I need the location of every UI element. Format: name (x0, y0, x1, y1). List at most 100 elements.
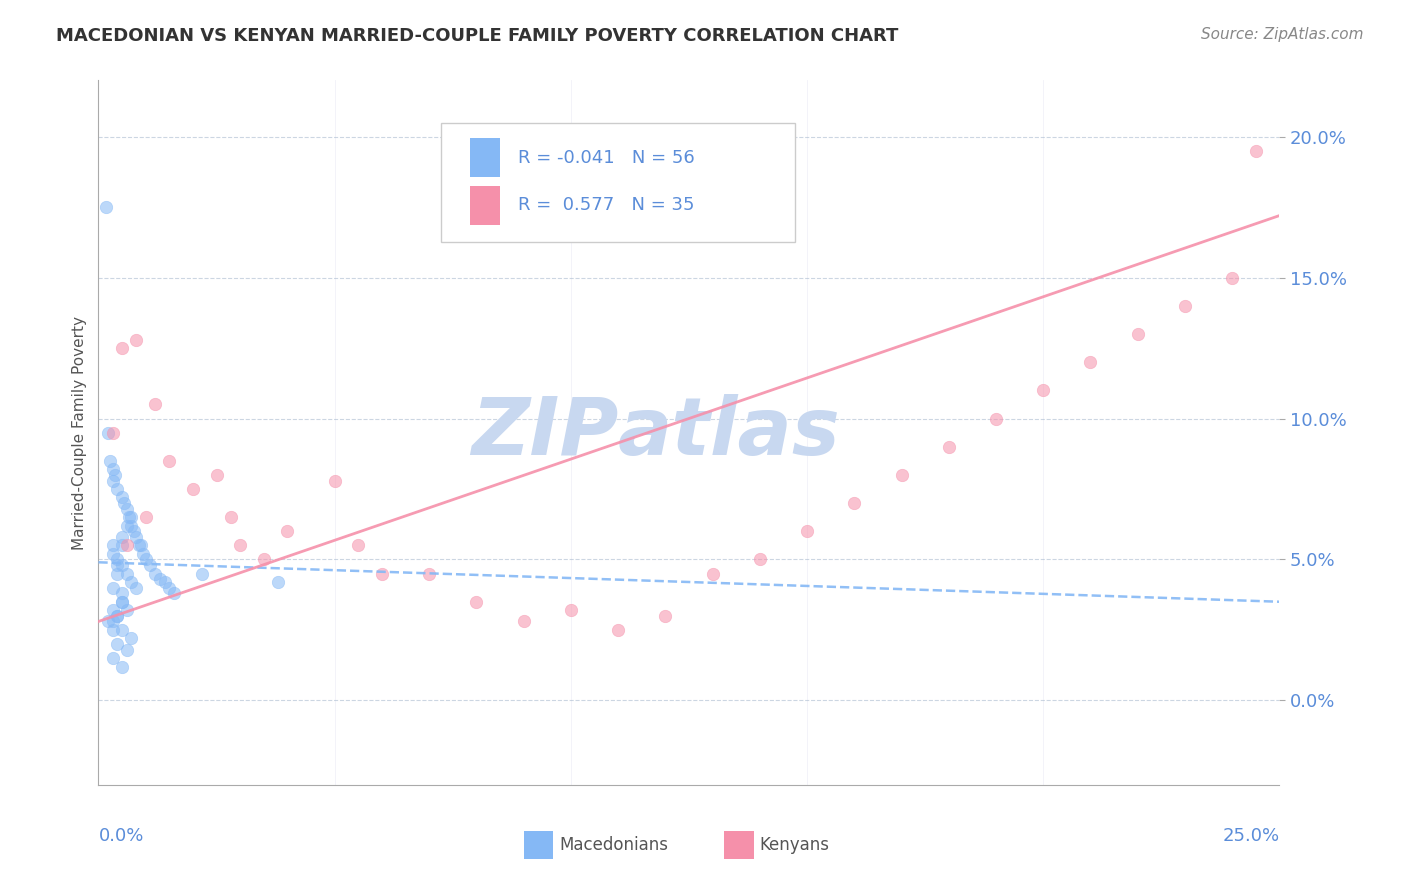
Point (115, 518, 138, 533)
Point (143, 566, 166, 581)
Point (181, 482, 204, 496)
Point (153, 574, 176, 589)
Point (101, 538, 124, 552)
FancyBboxPatch shape (441, 122, 796, 243)
Bar (724, 830, 754, 859)
Point (105, 482, 128, 496)
Point (938, 440, 960, 454)
Point (844, 496, 866, 510)
Point (157, 581, 180, 595)
Point (101, 615, 124, 629)
Point (121, 632, 143, 646)
Point (111, 659, 134, 673)
Point (111, 558, 134, 573)
Point (129, 538, 152, 552)
Point (111, 623, 134, 637)
Point (143, 397, 166, 411)
Point (132, 547, 155, 561)
Point (371, 566, 394, 581)
Point (111, 491, 134, 505)
Bar (471, 138, 501, 178)
Point (101, 462, 124, 476)
Point (111, 530, 134, 544)
Text: R = -0.041   N = 56: R = -0.041 N = 56 (517, 149, 695, 167)
Point (121, 574, 143, 589)
Point (1244, 144, 1267, 158)
Point (121, 510, 143, 524)
Point (163, 586, 186, 600)
Point (105, 637, 128, 651)
Point (191, 566, 214, 581)
Bar (471, 186, 501, 225)
Point (1220, 270, 1243, 285)
Text: ZIP: ZIP (471, 393, 619, 472)
Text: Macedonians: Macedonians (560, 836, 668, 854)
Point (115, 538, 138, 552)
Point (125, 581, 148, 595)
Point (205, 467, 228, 482)
Point (101, 581, 124, 595)
Point (111, 595, 134, 609)
Point (267, 574, 290, 589)
Point (94, 200, 117, 214)
Point (101, 425, 124, 440)
Point (560, 603, 582, 617)
Point (149, 572, 172, 586)
Point (97, 615, 120, 629)
Point (104, 467, 127, 482)
Point (105, 608, 128, 623)
Point (115, 603, 138, 617)
Text: R =  0.577   N = 35: R = 0.577 N = 35 (517, 196, 695, 214)
Point (654, 608, 676, 623)
Point (125, 333, 148, 347)
Point (101, 474, 124, 488)
Y-axis label: Married-Couple Family Poverty: Married-Couple Family Poverty (72, 316, 87, 549)
Point (105, 608, 128, 623)
Point (112, 496, 135, 510)
Point (115, 566, 138, 581)
Text: MACEDONIAN VS KENYAN MARRIED-COUPLE FAMILY POVERTY CORRELATION CHART: MACEDONIAN VS KENYAN MARRIED-COUPLE FAMI… (56, 27, 898, 45)
Point (135, 510, 157, 524)
Point (1174, 299, 1197, 313)
Point (347, 538, 370, 552)
Point (98, 454, 121, 468)
Point (702, 566, 724, 581)
Text: Kenyans: Kenyans (759, 836, 830, 854)
Point (125, 530, 148, 544)
Point (101, 603, 124, 617)
Point (984, 411, 1007, 425)
Point (465, 595, 488, 609)
Point (121, 518, 143, 533)
Point (105, 552, 128, 566)
Point (276, 524, 298, 539)
Text: atlas: atlas (619, 393, 841, 472)
Point (135, 552, 157, 566)
Point (157, 454, 180, 468)
Point (418, 566, 440, 581)
Point (101, 547, 124, 561)
Point (101, 623, 124, 637)
Point (229, 538, 252, 552)
Point (128, 538, 150, 552)
Point (139, 558, 162, 573)
Point (323, 474, 346, 488)
Point (111, 341, 134, 355)
Point (796, 524, 818, 539)
Point (219, 510, 242, 524)
Point (1032, 384, 1054, 398)
Point (111, 538, 134, 552)
Point (890, 467, 912, 482)
Point (111, 586, 134, 600)
Point (101, 651, 124, 665)
Point (115, 642, 138, 657)
Point (97, 425, 120, 440)
Text: Source: ZipAtlas.com: Source: ZipAtlas.com (1201, 27, 1364, 42)
Point (1126, 326, 1149, 341)
Bar (523, 830, 553, 859)
Text: 25.0%: 25.0% (1222, 827, 1279, 846)
Point (122, 524, 145, 539)
Point (253, 552, 276, 566)
Point (111, 595, 134, 609)
Point (512, 615, 534, 629)
Point (607, 623, 630, 637)
